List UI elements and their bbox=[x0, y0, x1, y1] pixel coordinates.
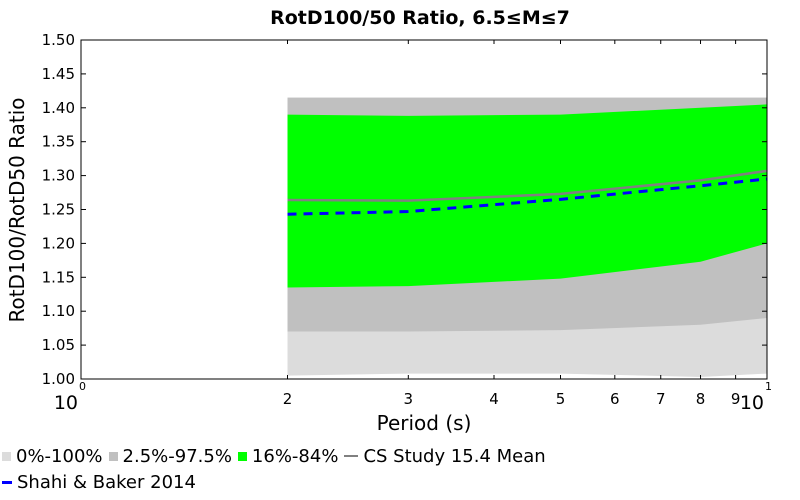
x-tick-label-7: 9 bbox=[731, 390, 741, 408]
y-tick-label-5: 1.25 bbox=[42, 201, 75, 219]
y-tick-label-9: 1.45 bbox=[42, 65, 75, 83]
chart: RotD100/50 Ratio, 6.5≤M≤7 1.001.051.101.… bbox=[5, 7, 772, 435]
legend-label: 0%-100% bbox=[16, 445, 103, 467]
y-tick-label-2: 1.10 bbox=[42, 302, 75, 320]
legend-swatch bbox=[237, 451, 247, 461]
y-tick-label-6: 1.30 bbox=[42, 167, 75, 185]
x-tick-label-5: 7 bbox=[656, 390, 666, 408]
x-tick-label-0: 2 bbox=[283, 390, 293, 408]
x-axis-label: Period (s) bbox=[377, 411, 472, 435]
legend-label: 16%-84% bbox=[251, 445, 339, 467]
legend-line-swatch bbox=[344, 455, 359, 457]
x-tick-label-3: 5 bbox=[556, 390, 566, 408]
plot-area: 1.00 1.05 1.10 1.15 1.20 1.25 1.30 1.35 1.40 1.45… bbox=[42, 31, 772, 414]
legend-label: CS Study 15.4 Mean bbox=[363, 445, 546, 467]
legend-row: 0%-100% 2.5%-97.5% 16%-84% CS Study 15.4 Me… bbox=[2, 443, 798, 469]
legend-item: CS Study 15.4 Mean bbox=[344, 445, 546, 467]
chart-title: RotD100/50 Ratio, 6.5≤M≤7 bbox=[270, 7, 570, 29]
y-tick-label-7: 1.35 bbox=[42, 133, 75, 151]
x-tick-label-4: 6 bbox=[610, 390, 620, 408]
legend-swatch bbox=[108, 451, 118, 461]
x-decade-exponent-1: 1 bbox=[765, 380, 772, 393]
y-tick-label-4: 1.20 bbox=[42, 234, 75, 252]
x-tick-label-6: 8 bbox=[696, 390, 706, 408]
x-tick-label-1: 3 bbox=[404, 390, 414, 408]
legend-item: 2.5%-97.5% bbox=[108, 445, 232, 467]
legend-item: 16%-84% bbox=[237, 445, 339, 467]
y-axis-label: RotD100/RotD50 Ratio bbox=[5, 97, 29, 322]
x-decade-label-1: 10 bbox=[740, 392, 764, 414]
series-line-1 bbox=[287, 177, 768, 216]
x-tick-label-2: 4 bbox=[489, 390, 499, 408]
legend-label: Shahi & Baker 2014 bbox=[17, 471, 196, 493]
y-tick-label-10: 1.50 bbox=[42, 31, 75, 49]
x-decade-exponent-0: 0 bbox=[79, 380, 86, 393]
legend-label: 2.5%-97.5% bbox=[122, 445, 232, 467]
legend-line-swatch bbox=[2, 480, 12, 484]
legend: 0%-100% 2.5%-97.5% 16%-84% CS Study 15.4 Me… bbox=[2, 443, 798, 495]
legend-item: 0%-100% bbox=[2, 446, 103, 467]
x-decade-label-0: 10 bbox=[54, 392, 78, 414]
legend-item: Shahi & Baker 2014 bbox=[2, 472, 196, 493]
series-line-0 bbox=[287, 169, 768, 202]
y-tick-label-0: 1.00 bbox=[42, 370, 75, 388]
y-tick-label-3: 1.15 bbox=[42, 268, 75, 286]
y-tick-label-8: 1.40 bbox=[42, 99, 75, 117]
legend-swatch bbox=[2, 451, 11, 461]
legend-row: Shahi & Baker 2014 bbox=[2, 469, 798, 495]
y-tick-label-1: 1.05 bbox=[42, 336, 75, 354]
